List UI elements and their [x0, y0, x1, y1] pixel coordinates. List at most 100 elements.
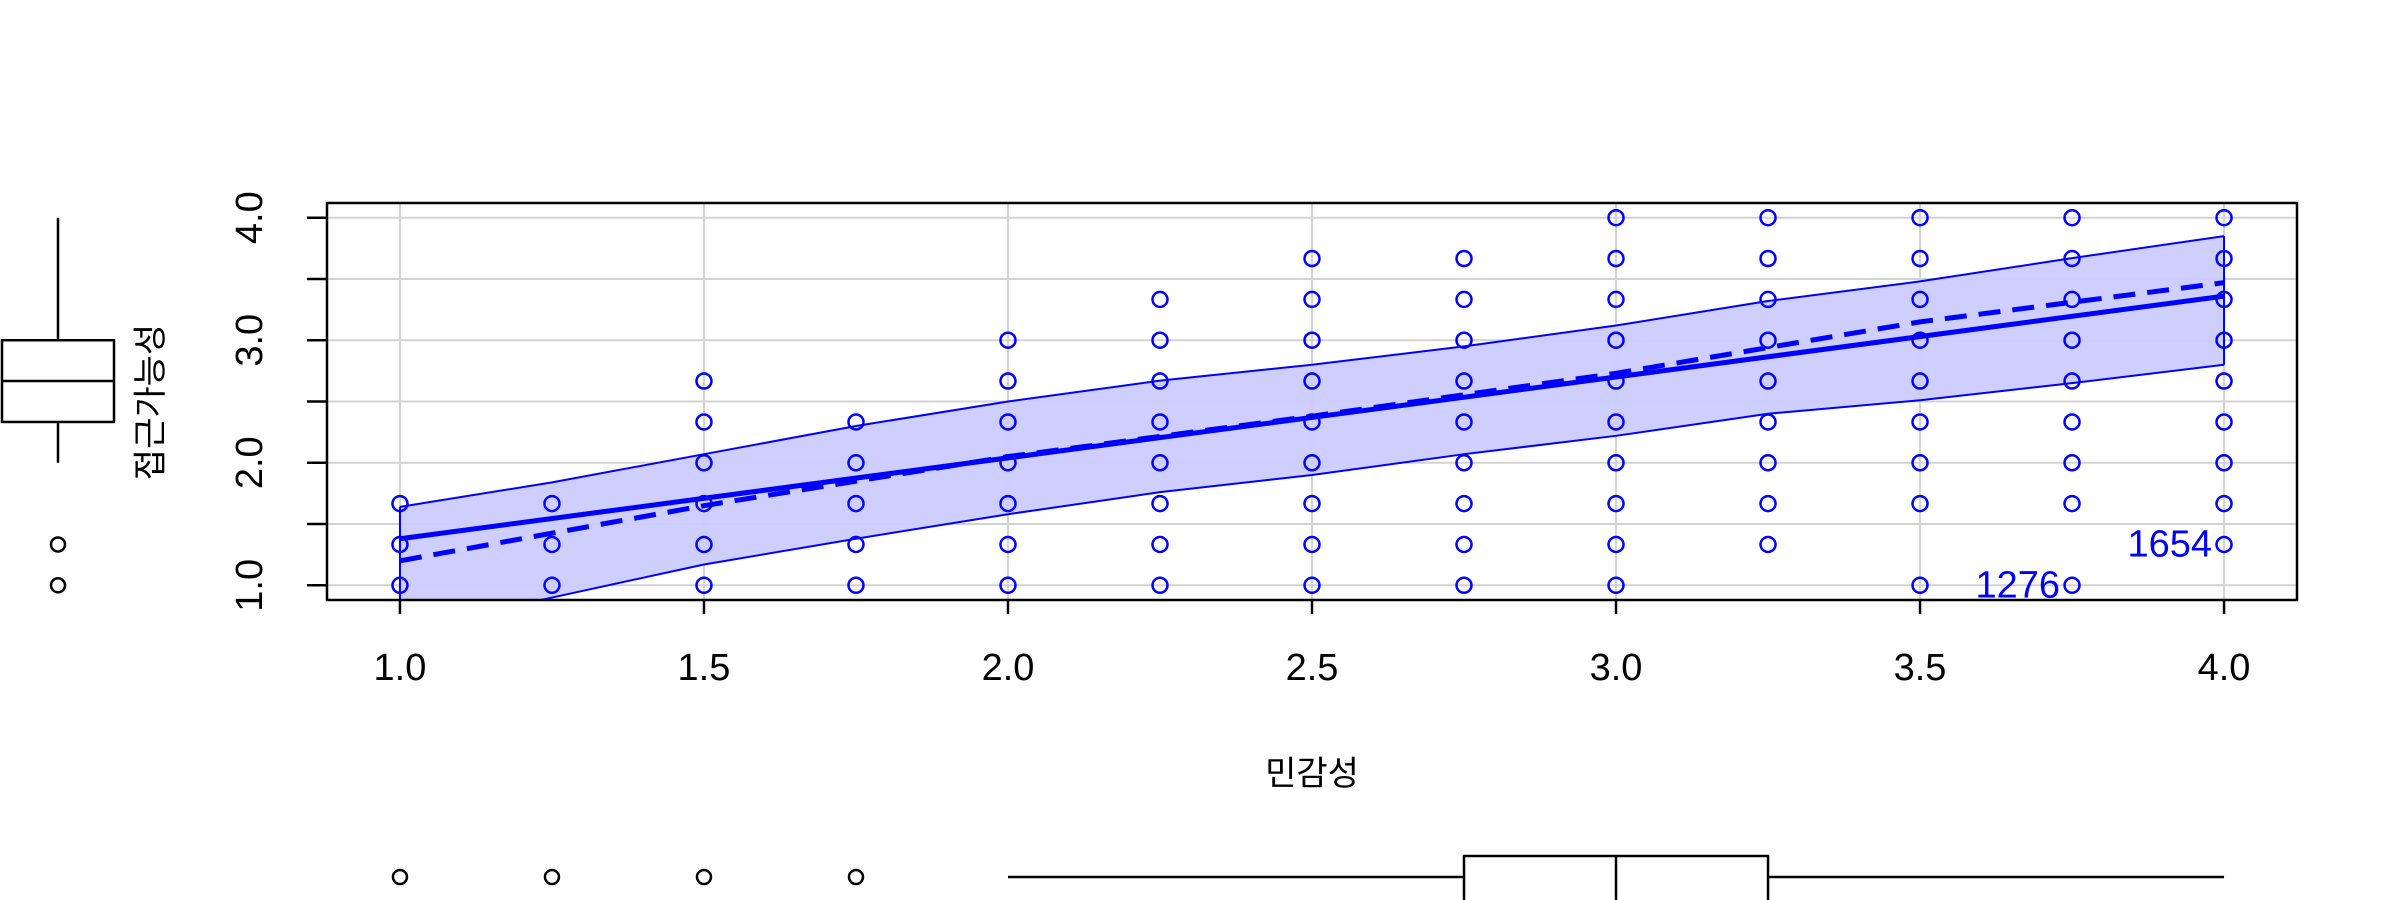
data-point — [2215, 372, 2233, 390]
data-point — [1151, 372, 1169, 390]
data-point — [1607, 290, 1625, 309]
boxplot-y-outlier — [49, 577, 67, 594]
data-point — [1303, 454, 1321, 472]
data-point — [1759, 331, 1777, 349]
data-point — [2063, 454, 2081, 472]
data-point — [1303, 290, 1321, 309]
data-point — [1455, 576, 1473, 595]
data-point — [1303, 331, 1321, 349]
data-point — [1759, 535, 1777, 554]
boxplot-x-outlier — [391, 868, 409, 886]
boxplot-y — [0, 217, 116, 594]
data-point — [999, 535, 1017, 554]
data-point — [1303, 413, 1321, 431]
data-point — [1911, 249, 1929, 268]
x-tick-label: 1.0 — [374, 647, 427, 689]
data-point — [391, 576, 409, 595]
data-point — [1303, 576, 1321, 595]
data-point — [1151, 576, 1169, 595]
data-point — [1911, 290, 1929, 309]
data-point — [1911, 331, 1929, 349]
data-point — [2215, 331, 2233, 349]
data-point — [1759, 413, 1777, 431]
data-point — [2063, 372, 2081, 390]
data-point — [1607, 413, 1625, 431]
data-point — [2063, 413, 2081, 431]
data-point — [847, 535, 865, 554]
data-point — [1455, 290, 1473, 309]
data-point — [695, 454, 713, 472]
data-point — [1759, 208, 1777, 227]
data-point — [2063, 249, 2081, 268]
data-point — [1455, 535, 1473, 554]
data-point — [1911, 494, 1929, 513]
data-point — [1607, 331, 1625, 349]
data-point — [2063, 576, 2081, 595]
data-point — [2215, 454, 2233, 472]
data-point — [1911, 372, 1929, 390]
data-point — [695, 494, 713, 513]
data-point — [1607, 535, 1625, 554]
axes: 1.0 1.5 2.0 2.5 3.0 3.5 4.0 1.0 2.0 3.0 4.0 — [229, 191, 2250, 689]
data-point — [1455, 249, 1473, 268]
data-point — [1911, 576, 1929, 595]
data-point — [543, 576, 561, 595]
boxplot-x-outlier — [543, 868, 561, 886]
data-point — [2215, 208, 2233, 227]
fit-lines — [399, 280, 2225, 564]
data-point — [1607, 454, 1625, 472]
data-point — [1455, 413, 1473, 431]
boxplot-x-outlier — [847, 868, 865, 886]
data-point — [1911, 413, 1929, 431]
data-point — [1303, 372, 1321, 390]
data-point — [2063, 494, 2081, 513]
confidence-band-lower — [536, 363, 2225, 600]
data-point — [1607, 494, 1625, 513]
data-point — [847, 576, 865, 595]
data-point — [695, 372, 713, 390]
x-tick-label: 2.0 — [982, 647, 1035, 689]
data-point — [695, 413, 713, 431]
data-point — [2063, 331, 2081, 349]
data-point — [1455, 494, 1473, 513]
y-tick-label: 4.0 — [229, 191, 271, 244]
data-point — [999, 413, 1017, 431]
data-point — [1151, 290, 1169, 309]
data-point — [1151, 494, 1169, 513]
data-point — [2215, 290, 2233, 309]
data-point — [2215, 413, 2233, 431]
y-tick-label: 2.0 — [229, 436, 271, 489]
data-point — [999, 576, 1017, 595]
data-point — [999, 454, 1017, 472]
y-tick-label: 1.0 — [229, 559, 271, 612]
point-label: 1654 — [2127, 523, 2212, 565]
data-point — [2063, 290, 2081, 309]
boxplot-x — [391, 854, 2225, 900]
data-point — [847, 413, 865, 431]
data-point — [1151, 331, 1169, 349]
boxplot-y-outlier — [49, 536, 67, 553]
data-point — [999, 494, 1017, 513]
data-point — [543, 535, 561, 554]
data-point — [1455, 372, 1473, 390]
data-point — [2215, 249, 2233, 268]
data-point — [1911, 454, 1929, 472]
data-point — [1759, 454, 1777, 472]
data-point — [1607, 576, 1625, 595]
smooth-fit-line — [399, 280, 2225, 564]
data-point — [2215, 535, 2233, 554]
data-point — [1151, 535, 1169, 554]
data-point — [695, 576, 713, 595]
x-tick-label: 2.5 — [1286, 647, 1339, 689]
data-point — [999, 372, 1017, 390]
data-point — [391, 494, 409, 513]
data-point — [1911, 208, 1929, 227]
boxplot-x-outlier — [695, 868, 713, 886]
data-point — [391, 535, 409, 554]
data-point — [1303, 535, 1321, 554]
data-point — [1455, 331, 1473, 349]
y-tick-label: 3.0 — [229, 314, 271, 367]
x-axis-title: 민감성 — [1265, 755, 1359, 793]
x-tick-label: 1.5 — [678, 647, 731, 689]
